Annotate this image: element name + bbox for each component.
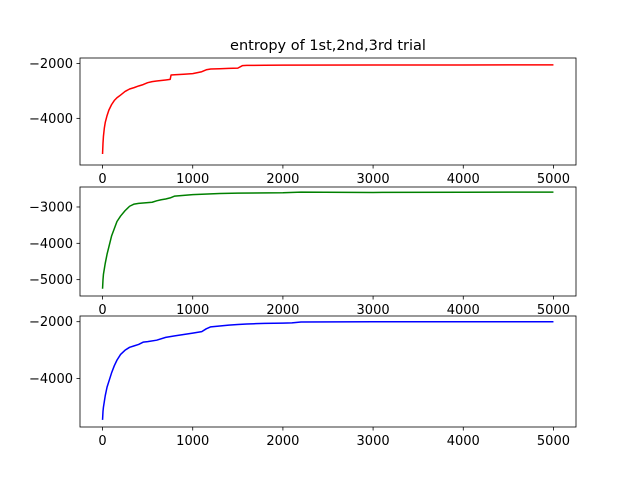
y-tick-label: −2000	[29, 315, 73, 330]
x-tick-label: 4000	[447, 434, 480, 449]
subplot-1st-trial: 0 1000 2000 3000 4000 5000 −4000 −2000	[29, 57, 577, 187]
x-tick-label: 3000	[357, 303, 390, 318]
y-tick-label: −4000	[29, 237, 73, 252]
y-tick-label: −3000	[29, 200, 73, 215]
subplot-2nd-trial: 0 1000 2000 3000 4000 5000 −5000 −4000 −3000	[29, 186, 577, 318]
y-tick-label: −4000	[29, 372, 73, 387]
x-tick-label: 2000	[266, 434, 299, 449]
series-line-1-1	[101, 64, 554, 155]
x-tick-label: 1000	[176, 303, 209, 318]
x-tick-label: 4000	[447, 303, 480, 318]
x-tick-label: 0	[98, 303, 106, 318]
subplot-3rd-trial: 0 1000 2000 3000 4000 5000 −4000 −2000	[29, 315, 577, 449]
x-tick-label: 5000	[537, 303, 570, 318]
x-tick-label: 5000	[537, 434, 570, 449]
axes-frame	[79, 57, 577, 166]
series-line-3-1	[101, 320, 554, 420]
chart-title: entropy of 1st,2nd,3rd trial	[230, 38, 426, 54]
x-tick-label: 1000	[176, 434, 209, 449]
x-tick-label: 2000	[266, 172, 299, 187]
x-tick-label: 5000	[537, 172, 570, 187]
series-line-2-1	[101, 191, 554, 289]
y-tick-label: −4000	[29, 112, 73, 127]
x-tick-label: 4000	[447, 172, 480, 187]
y-tick-label: −5000	[29, 273, 73, 288]
y-tick-label: −2000	[29, 57, 73, 72]
axes-frame	[79, 315, 577, 428]
x-tick-label: 0	[98, 434, 106, 449]
x-tick-label: 3000	[357, 172, 390, 187]
x-tick-label: 1000	[176, 172, 209, 187]
x-tick-label: 3000	[357, 434, 390, 449]
x-tick-label: 0	[98, 172, 106, 187]
x-tick-label: 2000	[266, 303, 299, 318]
axes-frame	[79, 186, 577, 297]
